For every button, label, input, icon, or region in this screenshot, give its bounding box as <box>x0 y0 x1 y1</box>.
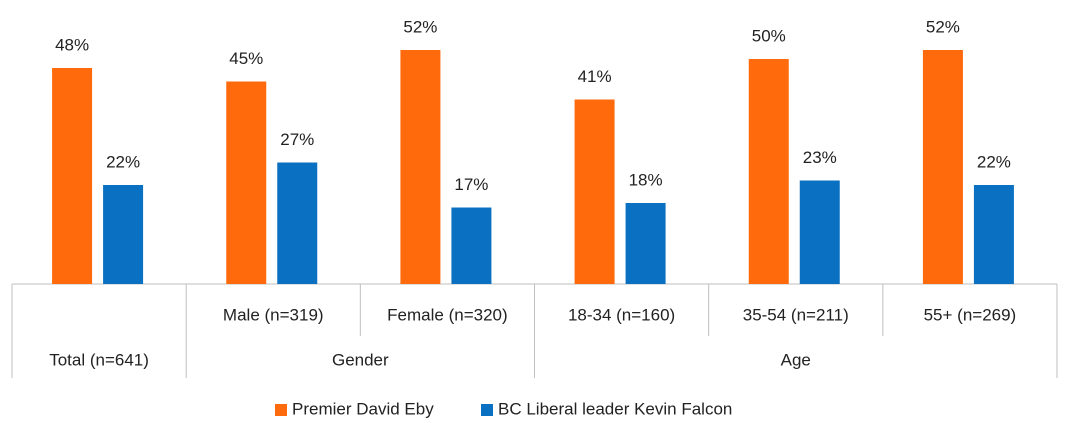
bar <box>625 203 666 284</box>
bar <box>574 99 615 284</box>
bar <box>226 81 267 284</box>
x-tick-label: Female (n=320) <box>387 305 507 324</box>
value-label: 17% <box>454 175 488 194</box>
x-tick-label: 18-34 (n=160) <box>568 305 675 324</box>
bar <box>277 162 318 284</box>
x-tick-label: 55+ (n=269) <box>924 305 1017 324</box>
x-tick-label: 35-54 (n=211) <box>743 305 849 324</box>
value-label: 48% <box>55 35 89 54</box>
bar <box>922 50 963 284</box>
value-label: 50% <box>752 26 786 45</box>
bar <box>400 50 441 284</box>
group-label: Gender <box>332 350 389 369</box>
x-tick-label: Total (n=641) <box>49 350 149 369</box>
bar <box>451 207 492 284</box>
value-label: 41% <box>578 67 612 86</box>
value-label: 45% <box>229 49 263 68</box>
bar <box>103 185 144 284</box>
legend-swatch <box>481 404 493 416</box>
value-label: 18% <box>629 170 663 189</box>
bar <box>799 180 840 284</box>
x-tick-label: Male (n=319) <box>223 305 324 324</box>
value-label: 52% <box>926 17 960 36</box>
bar <box>748 59 789 284</box>
value-label: 27% <box>280 130 314 149</box>
legend-label: Premier David Eby <box>292 399 434 418</box>
bar <box>52 68 93 284</box>
bar <box>973 185 1014 284</box>
legend-swatch <box>275 404 287 416</box>
legend-label: BC Liberal leader Kevin Falcon <box>498 399 732 418</box>
value-label: 22% <box>977 152 1011 171</box>
value-label: 52% <box>403 17 437 36</box>
group-label: Age <box>781 350 811 369</box>
value-label: 22% <box>106 152 140 171</box>
value-label: 23% <box>803 148 837 167</box>
